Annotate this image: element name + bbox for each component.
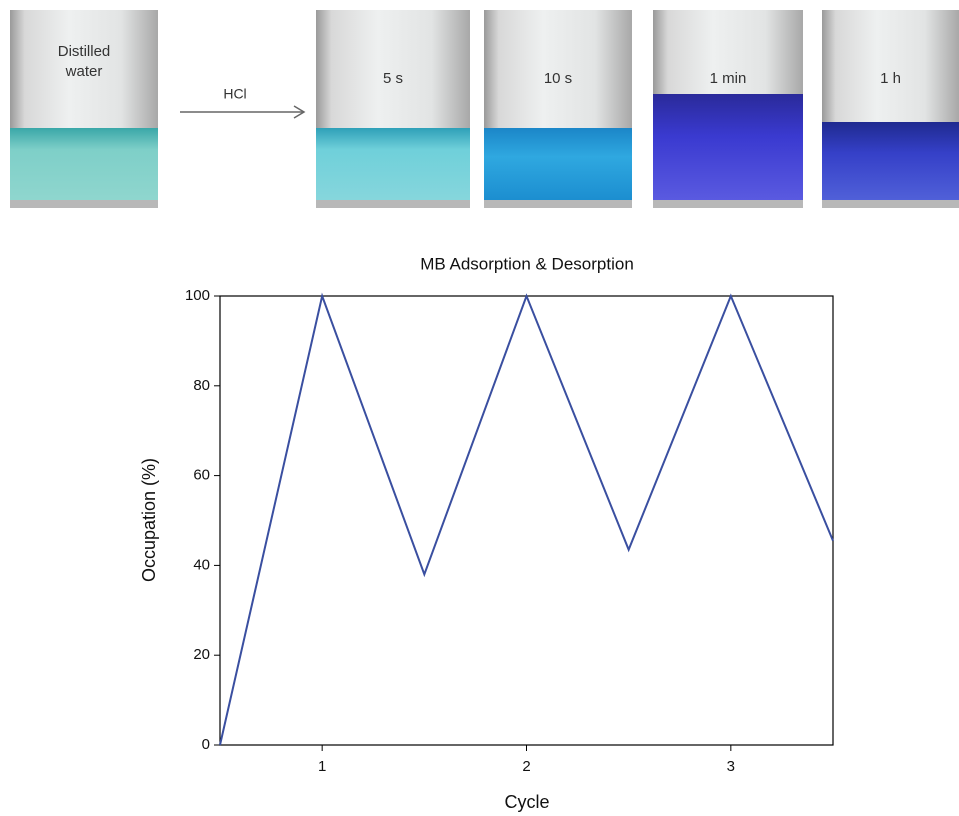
photo: 10 s <box>484 10 632 208</box>
x-tick-label: 2 <box>522 758 530 775</box>
x-tick-label: 1 <box>318 758 326 775</box>
photo: 1 h <box>822 10 959 208</box>
plot-frame <box>219 295 834 746</box>
liquid <box>653 94 803 200</box>
base <box>316 200 470 208</box>
arrow-head <box>293 105 306 119</box>
y-tick-label: 20 <box>193 646 210 663</box>
y-tick-label: 0 <box>202 736 210 753</box>
base <box>822 200 959 208</box>
data-line <box>219 292 834 746</box>
photo-label: 10 s <box>543 70 573 87</box>
base <box>484 200 632 208</box>
y-tick-label: 40 <box>193 556 210 573</box>
x-tick-label: 3 <box>727 758 735 775</box>
photo-label: Distilled water <box>57 43 111 80</box>
chart: MB Adsorption & Desorption Cycle Occupat… <box>139 254 834 812</box>
y-tick-label: 100 <box>185 287 210 304</box>
chart-title: MB Adsorption & Desorption <box>420 254 634 273</box>
liquid <box>316 128 470 200</box>
base <box>10 200 158 208</box>
photo-label: 1 h <box>880 70 901 87</box>
reagent-label: HCl <box>223 86 246 102</box>
y-tick-label: 80 <box>193 377 210 394</box>
photo-label: 1 min <box>709 70 747 87</box>
x-axis-label: Cycle <box>504 792 549 812</box>
base <box>653 200 803 208</box>
photo-label: 5 s <box>382 70 403 87</box>
liquid <box>484 128 632 200</box>
y-axis-label: Occupation (%) <box>139 458 159 582</box>
y-tick-label: 60 <box>193 467 210 484</box>
liquid <box>10 128 158 200</box>
photo: Distilled water <box>10 10 158 208</box>
photo: 1 min <box>653 10 803 208</box>
photo: 5 s <box>316 10 470 208</box>
arrow: HCl <box>180 86 306 119</box>
liquid <box>822 122 959 200</box>
